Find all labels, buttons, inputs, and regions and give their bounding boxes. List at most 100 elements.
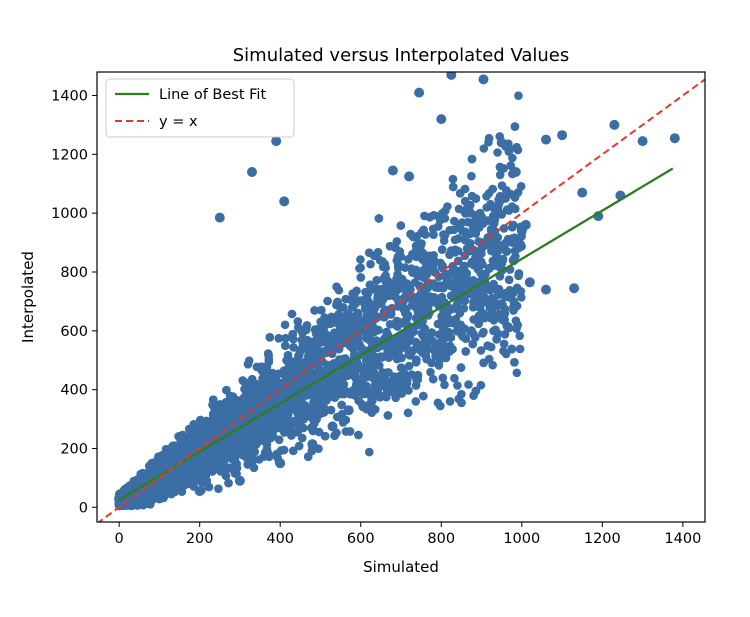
data-point — [419, 391, 428, 401]
data-point — [263, 349, 273, 358]
data-point — [509, 298, 519, 308]
data-point — [281, 333, 290, 343]
data-point — [448, 182, 458, 192]
data-point — [287, 309, 297, 319]
data-point — [495, 170, 505, 180]
data-point — [451, 268, 460, 278]
data-point — [363, 290, 373, 299]
data-point — [436, 343, 445, 353]
data-point — [336, 332, 346, 342]
data-point — [436, 401, 445, 411]
data-point — [297, 433, 307, 443]
data-point — [471, 194, 481, 203]
data-point — [332, 282, 341, 292]
data-point — [310, 306, 319, 315]
data-point — [312, 368, 322, 378]
data-point — [330, 431, 339, 441]
data-point — [396, 363, 406, 373]
data-point — [407, 348, 416, 358]
data-point — [454, 234, 463, 243]
data-point — [408, 232, 418, 242]
data-point — [209, 462, 218, 472]
data-point — [504, 292, 513, 302]
data-point — [316, 347, 325, 356]
data-point — [423, 283, 433, 293]
data-point — [450, 373, 459, 383]
data-point — [421, 258, 431, 268]
data-point — [351, 299, 361, 308]
data-point — [512, 368, 522, 378]
data-point — [510, 358, 519, 367]
data-point — [392, 354, 402, 364]
data-point — [249, 394, 259, 404]
data-point — [438, 373, 448, 383]
data-point — [238, 376, 247, 385]
data-point — [428, 374, 438, 384]
data-point — [392, 340, 401, 350]
data-point — [419, 273, 428, 282]
data-point — [456, 320, 465, 330]
data-point — [374, 214, 384, 223]
data-point — [501, 238, 510, 248]
data-point — [478, 329, 487, 338]
data-point — [404, 337, 414, 346]
data-point — [356, 273, 366, 282]
data-point — [370, 405, 380, 414]
data-point — [322, 390, 332, 399]
data-point — [280, 320, 290, 330]
data-point — [504, 147, 514, 156]
data-point — [281, 425, 290, 435]
data-point — [354, 430, 363, 440]
data-point — [457, 389, 466, 399]
data-point — [438, 323, 448, 333]
data-point — [440, 214, 450, 223]
data-point — [202, 476, 212, 486]
data-point — [283, 356, 292, 366]
data-point — [243, 359, 253, 369]
data-point — [336, 369, 345, 379]
data-point — [385, 320, 395, 329]
data-point — [312, 395, 321, 404]
data-point — [446, 281, 456, 291]
data-point — [460, 261, 469, 271]
data-point — [425, 212, 435, 222]
data-point — [510, 193, 520, 202]
data-point — [362, 311, 371, 321]
data-point — [285, 386, 295, 395]
data-point — [272, 449, 282, 459]
data-point — [251, 429, 261, 438]
data-point — [444, 318, 454, 328]
data-point — [461, 347, 471, 356]
data-point — [351, 384, 361, 394]
data-point — [281, 341, 290, 351]
data-point — [471, 333, 480, 342]
data-point — [358, 402, 368, 412]
data-point — [411, 357, 421, 367]
data-point — [476, 346, 486, 355]
data-point — [266, 376, 275, 386]
data-point — [380, 372, 389, 382]
data-point — [483, 216, 493, 225]
data-point — [417, 309, 426, 319]
data-point — [362, 388, 371, 398]
data-point — [515, 344, 525, 354]
data-point — [235, 435, 245, 444]
data-point — [393, 322, 402, 331]
data-point — [277, 418, 287, 427]
data-point — [309, 407, 319, 416]
data-point — [401, 304, 411, 314]
data-point — [433, 222, 443, 231]
data-point — [326, 405, 336, 415]
data-point — [411, 265, 421, 275]
data-point — [434, 283, 443, 293]
data-point — [426, 367, 435, 377]
data-point — [455, 308, 465, 318]
data-point — [400, 263, 410, 272]
data-point — [293, 317, 303, 326]
data-point — [492, 232, 502, 242]
data-point — [510, 246, 520, 256]
data-point — [499, 339, 509, 349]
data-point — [452, 326, 462, 336]
data-point — [497, 315, 507, 324]
